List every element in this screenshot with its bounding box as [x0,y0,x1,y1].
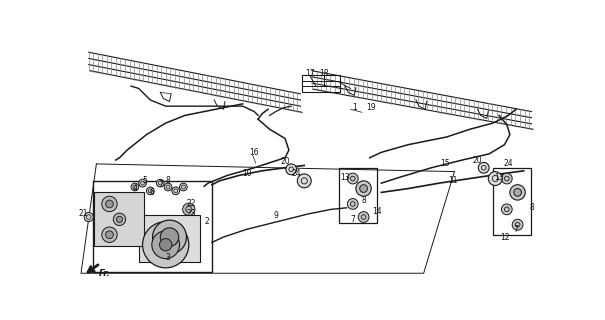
Circle shape [139,179,146,187]
Circle shape [180,183,187,191]
Circle shape [102,227,117,243]
Circle shape [479,162,489,173]
Text: 4: 4 [132,184,137,193]
Text: 8: 8 [529,203,534,212]
Circle shape [514,188,522,196]
Text: 22: 22 [186,199,196,208]
Text: 7: 7 [514,225,518,234]
Circle shape [502,204,512,215]
Circle shape [488,172,502,186]
Text: 1: 1 [352,103,357,112]
Text: 14: 14 [373,207,382,216]
Text: 18: 18 [319,68,329,77]
Circle shape [102,196,117,212]
Text: 20: 20 [280,157,290,166]
Text: Fr.: Fr. [99,269,111,278]
Text: 11: 11 [448,176,457,185]
Circle shape [113,213,126,226]
Circle shape [286,164,296,175]
Circle shape [106,231,113,239]
Circle shape [297,174,311,188]
Bar [302,75,341,92]
Text: 2: 2 [204,217,209,226]
Circle shape [347,198,358,209]
Text: 9: 9 [273,211,278,220]
Circle shape [116,216,123,222]
Circle shape [160,239,172,251]
Circle shape [360,185,367,192]
Circle shape [152,231,180,259]
Circle shape [358,212,369,222]
Circle shape [183,203,195,215]
Bar [93,181,212,272]
Circle shape [164,183,172,191]
Circle shape [146,187,154,195]
Text: 8: 8 [166,176,171,185]
Text: 19: 19 [367,103,376,112]
Text: 12: 12 [500,233,509,242]
Text: 17: 17 [305,68,315,77]
Bar [94,192,144,246]
Text: 24: 24 [292,169,301,178]
Text: 6: 6 [149,188,154,197]
Circle shape [160,228,179,246]
Circle shape [347,173,358,184]
Text: 20: 20 [473,156,482,164]
Circle shape [512,219,523,230]
Circle shape [106,200,113,208]
Text: 10: 10 [242,169,251,178]
Text: 24: 24 [503,159,513,168]
Text: 16: 16 [249,148,259,157]
Circle shape [356,181,371,196]
Circle shape [143,222,189,268]
Text: 7: 7 [158,180,163,189]
Circle shape [157,179,164,187]
Text: 21: 21 [79,210,88,219]
Circle shape [172,187,180,195]
Text: 5: 5 [142,176,148,185]
Text: 13: 13 [340,172,350,181]
Bar [139,215,200,262]
Circle shape [502,173,512,184]
Circle shape [152,220,186,254]
Text: 8: 8 [361,196,366,204]
Circle shape [84,212,93,222]
Text: 15: 15 [440,159,450,168]
Text: 13: 13 [494,172,504,181]
Circle shape [510,185,525,200]
Circle shape [131,183,139,191]
Text: 7: 7 [350,215,355,224]
Text: 3: 3 [166,253,171,262]
Text: 23: 23 [186,210,196,219]
